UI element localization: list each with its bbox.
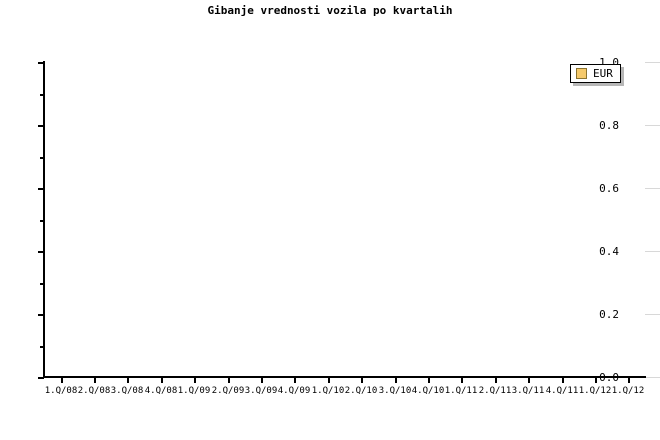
x-axis-label: 4.Q/10	[411, 386, 445, 396]
x-axis-tick	[261, 377, 263, 383]
y-axis-ticks	[0, 0, 44, 440]
y-axis-label: 0.2	[599, 308, 619, 321]
legend-box[interactable]: EUR	[570, 64, 621, 83]
x-axis-tick	[61, 377, 63, 383]
x-axis-label: 3.Q/11	[511, 386, 545, 396]
y-axis-tick	[38, 251, 44, 253]
y-axis-label: 0.4	[599, 245, 619, 258]
chart-title: Gibanje vrednosti vozila po kvartalih	[207, 4, 453, 17]
x-axis-tick	[395, 377, 397, 383]
x-axis-label: 1.Q/10	[311, 386, 345, 396]
x-axis-tick	[194, 377, 196, 383]
y-axis-tick	[38, 188, 44, 190]
x-axis-label: 4.Q/09	[277, 386, 311, 396]
x-axis-label: 3.Q/08	[110, 386, 144, 396]
plot-area	[44, 62, 645, 377]
x-axis-tick	[94, 377, 96, 383]
x-axis-label: 1.Q/09	[177, 386, 211, 396]
x-axis-label: 1.Q/12	[611, 386, 645, 396]
y-axis-label: 0.8	[599, 119, 619, 132]
x-axis-label: 1.Q/12	[578, 386, 612, 396]
x-axis-tick	[628, 377, 630, 383]
x-axis-label: 4.Q/08	[144, 386, 178, 396]
x-axis-tick	[127, 377, 129, 383]
x-axis-label: 2.Q/10	[344, 386, 378, 396]
y-axis-line	[43, 61, 45, 378]
x-axis-label: 3.Q/09	[244, 386, 278, 396]
x-axis-tick	[495, 377, 497, 383]
x-axis-tick	[228, 377, 230, 383]
x-axis-tick	[361, 377, 363, 383]
x-axis-label: 1.Q/08	[44, 386, 78, 396]
y-axis-tick	[40, 220, 44, 222]
y-axis-label: 0.6	[599, 182, 619, 195]
y-axis-tick	[38, 62, 44, 64]
x-axis-tick	[161, 377, 163, 383]
legend-label-eur: EUR	[593, 67, 613, 80]
y-axis-tick	[40, 94, 44, 96]
legend-swatch-eur	[576, 68, 587, 79]
y-axis-tick	[40, 346, 44, 348]
x-axis-tick	[595, 377, 597, 383]
x-axis-tick	[294, 377, 296, 383]
y-axis-tick	[40, 157, 44, 159]
x-axis-line	[43, 376, 646, 378]
x-axis-tick	[328, 377, 330, 383]
x-axis-label: 4.Q/11	[545, 386, 579, 396]
x-axis-label: 2.Q/11	[478, 386, 512, 396]
y-axis-tick	[38, 314, 44, 316]
x-axis-label: 2.Q/09	[211, 386, 245, 396]
y-axis-tick	[40, 283, 44, 285]
x-axis-tick	[528, 377, 530, 383]
y-axis-tick	[38, 377, 44, 379]
x-axis-label: 1.Q/11	[444, 386, 478, 396]
x-axis-tick	[461, 377, 463, 383]
y-axis-label: 0.0	[599, 371, 619, 384]
y-axis-tick	[38, 125, 44, 127]
x-axis-label: 3.Q/10	[378, 386, 412, 396]
x-axis-label: 2.Q/08	[77, 386, 111, 396]
x-axis-tick	[428, 377, 430, 383]
x-axis-tick	[562, 377, 564, 383]
